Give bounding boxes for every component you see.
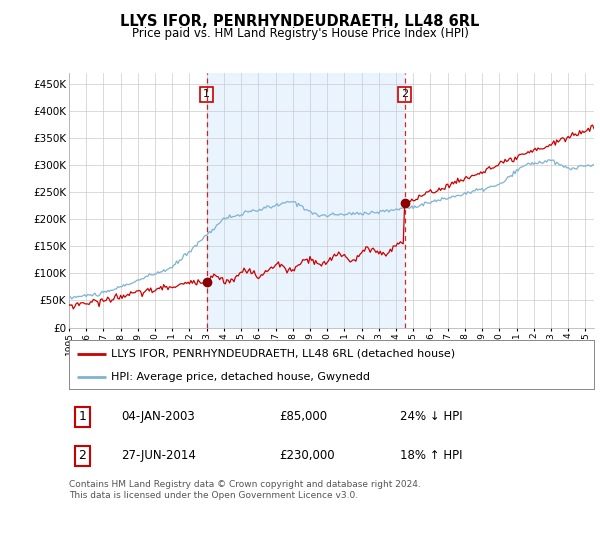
Text: £85,000: £85,000 [279,410,327,423]
Text: 04-JAN-2003: 04-JAN-2003 [121,410,195,423]
Text: £230,000: £230,000 [279,449,335,463]
Text: LLYS IFOR, PENRHYNDEUDRAETH, LL48 6RL: LLYS IFOR, PENRHYNDEUDRAETH, LL48 6RL [121,14,479,29]
Text: 2: 2 [78,449,86,463]
Text: 27-JUN-2014: 27-JUN-2014 [121,449,196,463]
Text: Price paid vs. HM Land Registry's House Price Index (HPI): Price paid vs. HM Land Registry's House … [131,27,469,40]
Bar [207,73,404,328]
Text: 24% ↓ HPI: 24% ↓ HPI [400,410,463,423]
Text: 1: 1 [203,90,210,100]
Text: Contains HM Land Registry data © Crown copyright and database right 2024.
This d: Contains HM Land Registry data © Crown c… [69,480,421,500]
Text: HPI: Average price, detached house, Gwynedd: HPI: Average price, detached house, Gwyn… [111,372,370,382]
Text: 2: 2 [401,90,408,100]
Text: 1: 1 [78,410,86,423]
Text: 18% ↑ HPI: 18% ↑ HPI [400,449,462,463]
Text: LLYS IFOR, PENRHYNDEUDRAETH, LL48 6RL (detached house): LLYS IFOR, PENRHYNDEUDRAETH, LL48 6RL (d… [111,349,455,359]
